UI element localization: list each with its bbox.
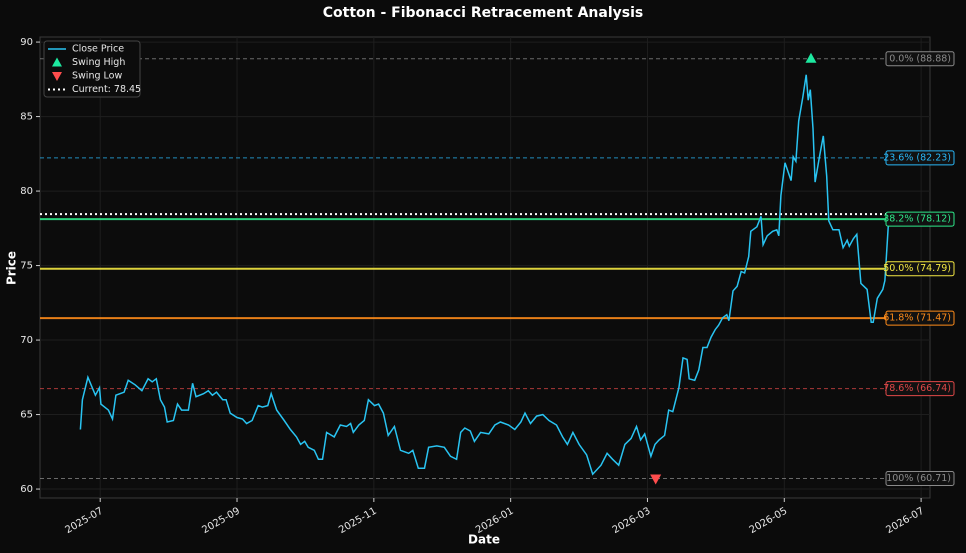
swing-high-marker bbox=[805, 52, 817, 63]
fib-level-label: 0.0% (88.88) bbox=[889, 53, 951, 64]
fib-level-label: 50.0% (74.79) bbox=[883, 263, 951, 274]
legend-label: Swing High bbox=[72, 57, 125, 68]
fib-level-label-box bbox=[885, 211, 955, 227]
fib-level-label: 23.6% (82.23) bbox=[883, 152, 951, 163]
chart-title: Cotton - Fibonacci Retracement Analysis bbox=[323, 5, 643, 21]
y-tick-label: 75 bbox=[20, 261, 33, 272]
fib-level-label-box bbox=[885, 150, 955, 166]
y-tick-label: 60 bbox=[20, 484, 33, 495]
fib-level-label-box bbox=[885, 261, 955, 277]
y-tick-label: 70 bbox=[20, 335, 33, 346]
y-axis-label: Price bbox=[5, 251, 19, 285]
fib-level-label-box bbox=[885, 310, 955, 326]
plot-area bbox=[39, 36, 931, 499]
fib-level-label: 61.8% (71.47) bbox=[883, 313, 951, 324]
fib-level-label-box bbox=[885, 51, 955, 67]
swing-low-marker bbox=[650, 474, 662, 485]
legend-label: Current: 78.45 bbox=[72, 84, 141, 95]
legend-label: Close Price bbox=[72, 44, 124, 55]
y-tick-label: 80 bbox=[20, 186, 33, 197]
fib-level-label-box bbox=[885, 381, 955, 397]
y-tick-label: 90 bbox=[20, 37, 33, 48]
fib-level-label: 38.2% (78.12) bbox=[883, 214, 951, 225]
fib-level-label-box bbox=[885, 470, 955, 486]
price-line bbox=[79, 74, 890, 476]
legend-swatch bbox=[52, 72, 62, 81]
fib-level-label: 78.6% (66.74) bbox=[883, 383, 951, 394]
x-axis-label: Date bbox=[468, 533, 500, 547]
legend-swatch bbox=[52, 57, 62, 67]
fib-level-label: 100% (60.71) bbox=[886, 473, 951, 484]
legend-box bbox=[43, 40, 141, 98]
y-tick-label: 65 bbox=[20, 410, 33, 421]
legend-label: Swing Low bbox=[72, 71, 122, 82]
y-tick-label: 85 bbox=[20, 112, 33, 123]
